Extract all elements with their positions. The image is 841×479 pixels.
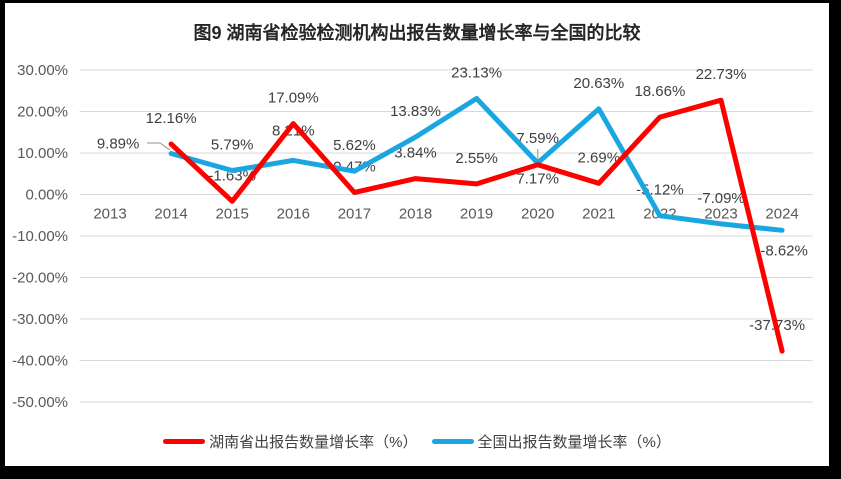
data-label: 13.83% bbox=[390, 103, 441, 120]
data-label: -7.09% bbox=[697, 190, 745, 207]
x-axis-tick-label: 2017 bbox=[338, 206, 371, 223]
x-axis-tick-label: 2018 bbox=[399, 206, 432, 223]
data-label: 20.63% bbox=[573, 75, 624, 92]
x-axis-tick-label: 2014 bbox=[154, 206, 187, 223]
y-axis-tick-label: 10.00% bbox=[17, 145, 68, 162]
x-axis-tick-label: 2015 bbox=[216, 206, 249, 223]
legend-item-national: 全国出报告数量增长率（%） bbox=[431, 431, 671, 452]
data-label: 9.89% bbox=[97, 135, 140, 152]
x-axis-tick-label: 2020 bbox=[521, 206, 554, 223]
y-axis-tick-label: -50.00% bbox=[12, 394, 68, 411]
label-leader-line bbox=[147, 142, 171, 151]
chart-title: 图9 湖南省检验检测机构出报告数量增长率与全国的比较 bbox=[193, 23, 641, 43]
y-axis-tick-label: -40.00% bbox=[12, 353, 68, 370]
series-line-hunan bbox=[168, 97, 785, 354]
data-label: 3.84% bbox=[394, 145, 437, 162]
x-axis-tick-label: 2024 bbox=[765, 206, 798, 223]
data-label: 17.09% bbox=[268, 90, 319, 107]
data-label: 12.16% bbox=[146, 110, 197, 127]
data-label: 5.62% bbox=[333, 137, 376, 154]
chart-legend: 湖南省出报告数量增长率（%） 全国出报告数量增长率（%） bbox=[5, 431, 829, 451]
x-axis-tick-label: 2013 bbox=[93, 206, 126, 223]
x-axis-tick-label: 2023 bbox=[704, 206, 737, 223]
data-label: 5.79% bbox=[211, 136, 254, 153]
series-line-national bbox=[168, 96, 785, 233]
y-axis-tick-label: 30.00% bbox=[17, 62, 68, 79]
data-label: -1.63% bbox=[208, 167, 256, 184]
y-axis-tick-label: -10.00% bbox=[12, 228, 68, 245]
x-axis-tick-label: 2021 bbox=[582, 206, 615, 223]
y-axis-tick-label: -20.00% bbox=[12, 270, 68, 287]
y-axis-tick-label: -30.00% bbox=[12, 311, 68, 328]
chart-background bbox=[5, 3, 829, 466]
x-axis-tick-label: 2019 bbox=[460, 206, 493, 223]
legend-item-hunan: 湖南省出报告数量增长率（%） bbox=[163, 431, 418, 452]
legend-label-national: 全国出报告数量增长率（%） bbox=[477, 433, 671, 451]
data-label: 7.17% bbox=[516, 171, 559, 188]
legend-label-hunan: 湖南省出报告数量增长率（%） bbox=[209, 433, 418, 451]
legend-swatch-national bbox=[431, 438, 474, 444]
data-label: 2.55% bbox=[455, 150, 498, 167]
data-label: 22.73% bbox=[696, 66, 747, 83]
data-label: 2.69% bbox=[578, 149, 621, 166]
y-axis-tick-label: 20.00% bbox=[17, 104, 68, 121]
data-label: 18.66% bbox=[634, 83, 685, 100]
legend-swatch-hunan bbox=[163, 438, 206, 444]
x-axis-tick-label: 2016 bbox=[277, 206, 310, 223]
data-label: 23.13% bbox=[451, 65, 502, 82]
y-axis-tick-label: 0.00% bbox=[25, 187, 68, 204]
data-label: -8.62% bbox=[760, 242, 808, 259]
data-label: 7.59% bbox=[516, 130, 559, 147]
